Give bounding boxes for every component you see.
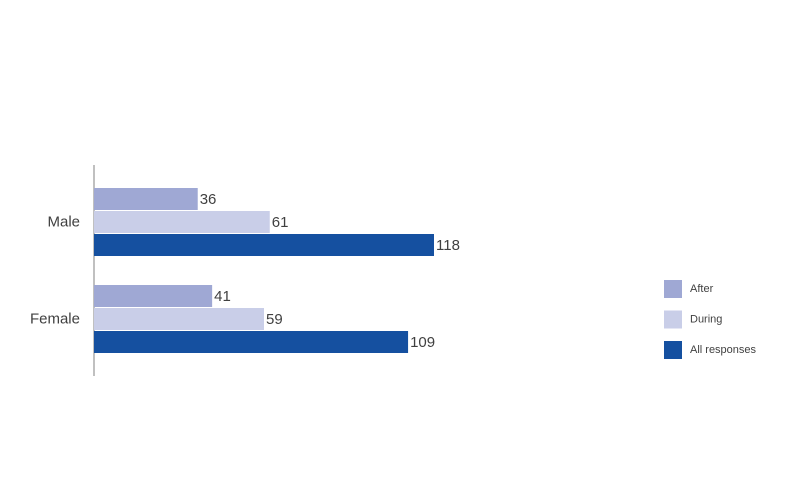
bar (94, 188, 198, 210)
legend-label: During (690, 313, 722, 325)
bar (94, 211, 270, 233)
legend-swatch (664, 341, 682, 359)
bar (94, 234, 434, 256)
legend-swatch (664, 310, 682, 329)
legend-label: After (690, 283, 714, 295)
data-label: 36 (200, 191, 217, 208)
bar (94, 308, 264, 330)
bar (94, 285, 213, 307)
data-label: 59 (266, 311, 283, 328)
category-label: Male (47, 213, 80, 230)
data-label: 118 (436, 237, 460, 254)
category-label: Female (30, 310, 80, 327)
legend-swatch (664, 280, 682, 298)
legend-label: All responses (690, 344, 757, 356)
bar (94, 331, 409, 353)
data-label: 61 (272, 214, 289, 231)
data-label: 109 (410, 334, 435, 351)
data-label: 41 (214, 288, 231, 305)
